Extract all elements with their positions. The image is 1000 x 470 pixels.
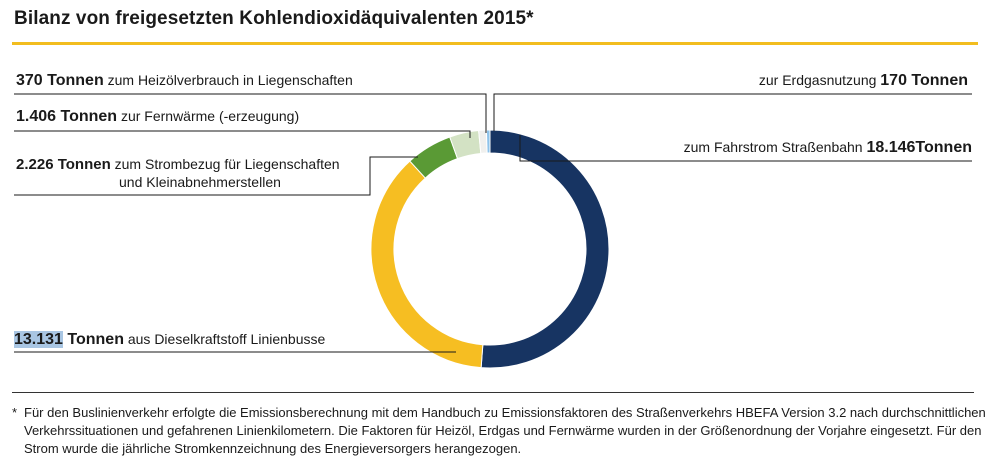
label-erdgas: zur Erdgasnutzung 170 Tonnen xyxy=(759,72,968,89)
leader-line-fernwaerme xyxy=(14,130,471,138)
label-fernwaerme-amount: 1.406 Tonnen xyxy=(16,108,118,125)
label-strom-line2: und Kleinabnehmerstellen xyxy=(119,174,281,191)
label-diesel: 13.131 Tonnen aus Dieselkraftstoff Linie… xyxy=(14,331,325,348)
label-heizoel-amount: 370 Tonnen xyxy=(16,72,104,89)
label-fahrstrom: zum Fahrstrom Straßenbahn 18.146Tonnen xyxy=(684,139,972,156)
label-fahrstrom-amount: 18.146Tonnen xyxy=(866,139,972,156)
label-heizoel-text: zum Heizölverbrauch in Liegenschaften xyxy=(103,72,353,88)
leader-line-strom xyxy=(14,156,418,196)
label-diesel-text: aus Dieselkraftstoff Linienbusse xyxy=(123,331,326,347)
label-erdgas-amount: 170 Tonnen xyxy=(880,72,968,89)
label-strom-text-2: und Kleinabnehmerstellen xyxy=(119,174,281,190)
leader-lines xyxy=(14,93,972,353)
footnote: * Für den Buslinienverkehr erfolgte die … xyxy=(12,404,997,458)
donut-slices xyxy=(370,129,610,369)
label-diesel-unit: Tonnen xyxy=(62,331,124,348)
label-heizoel: 370 Tonnen zum Heizölverbrauch in Liegen… xyxy=(16,72,353,89)
label-strom-text: zum Strombezug für Liegenschaften xyxy=(110,156,340,172)
footnote-divider xyxy=(12,392,974,393)
label-fernwaerme: 1.406 Tonnen zur Fernwärme (-erzeugung) xyxy=(16,108,299,125)
donut-slice-2 xyxy=(370,160,484,369)
donut-slice-1 xyxy=(480,129,610,369)
footnote-text: Für den Buslinienverkehr erfolgte die Em… xyxy=(24,405,986,456)
footnote-marker: * xyxy=(12,405,18,420)
title-underline xyxy=(12,42,978,45)
leader-line-erdgas xyxy=(493,93,972,131)
label-strom-amount: 2.226 Tonnen xyxy=(16,156,111,173)
label-strom: 2.226 Tonnen zum Strombezug für Liegensc… xyxy=(16,156,340,173)
label-erdgas-text: zur Erdgasnutzung xyxy=(758,72,881,88)
label-fernwaerme-text: zur Fernwärme (-erzeugung) xyxy=(117,108,300,124)
donut-slice-6 xyxy=(485,129,491,154)
chart-title: Bilanz von freigesetzten Kohlendioxidäqu… xyxy=(14,8,534,29)
leader-line-heizoel xyxy=(14,93,487,133)
label-fahrstrom-text: zum Fahrstrom Straßenbahn xyxy=(683,139,867,155)
leader-line-fahrstrom xyxy=(519,135,972,162)
label-diesel-amount: 13.131 xyxy=(14,331,63,348)
